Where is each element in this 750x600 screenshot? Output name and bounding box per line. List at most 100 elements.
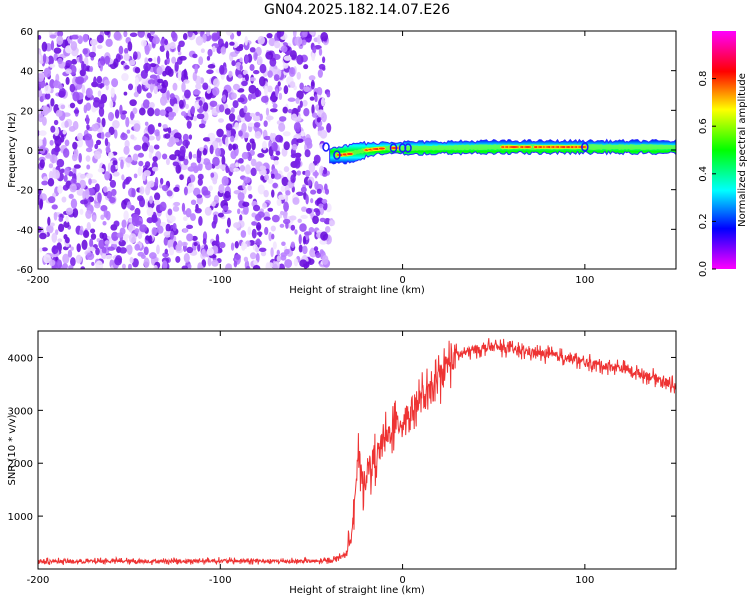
noise-blob	[241, 151, 249, 160]
noise-blob	[64, 236, 70, 244]
noise-blob	[269, 108, 278, 113]
noise-blob	[315, 209, 321, 217]
noise-blob	[86, 222, 91, 231]
noise-blob	[106, 190, 113, 199]
noise-blob	[181, 202, 186, 213]
noise-blob	[123, 31, 128, 38]
noise-blob	[233, 222, 241, 229]
noise-blob	[239, 64, 243, 71]
noise-blob	[143, 257, 150, 268]
noise-blob	[112, 119, 120, 129]
noise-blob	[311, 104, 315, 115]
noise-blob	[209, 136, 216, 142]
noise-blob	[179, 55, 187, 61]
y-tick-label: 2000	[8, 459, 33, 470]
noise-blob	[111, 231, 119, 242]
noise-blob	[287, 108, 293, 114]
noise-blob	[264, 226, 269, 236]
noise-blob	[82, 230, 90, 239]
noise-blob	[86, 164, 91, 170]
noise-blob	[39, 159, 45, 169]
noise-blob	[127, 83, 134, 91]
band-knot	[333, 150, 341, 160]
noise-blob	[247, 226, 252, 236]
noise-blob	[104, 55, 111, 65]
noise-blob	[192, 71, 197, 82]
noise-blob	[255, 238, 261, 246]
noise-blob	[225, 165, 230, 174]
noise-blob	[156, 66, 163, 76]
noise-blob	[282, 62, 289, 69]
noise-blob	[185, 207, 192, 218]
noise-blob	[271, 141, 278, 152]
noise-blob	[299, 259, 308, 268]
noise-blob	[296, 138, 304, 143]
peak-amplitude-mark	[507, 145, 521, 149]
noise-blob	[78, 229, 84, 236]
noise-blob	[149, 252, 157, 260]
noise-blob	[137, 232, 143, 240]
noise-blob	[122, 181, 126, 190]
noise-blob	[247, 122, 256, 127]
noise-blob	[293, 258, 299, 267]
noise-blob	[93, 97, 100, 103]
colorbar-tick-label: 0.4	[698, 166, 709, 182]
noise-blob	[69, 183, 77, 193]
noise-blob	[237, 97, 245, 103]
colorbar-tick-label: 0.6	[698, 118, 709, 134]
noise-blob	[166, 90, 170, 101]
noise-blob	[207, 48, 213, 57]
noise-blob	[134, 228, 140, 234]
noise-blob	[304, 137, 313, 146]
noise-blob	[284, 258, 293, 268]
noise-blob	[248, 193, 253, 199]
noise-blob	[261, 95, 269, 103]
noise-blob	[76, 132, 84, 141]
noise-blob	[225, 136, 229, 147]
noise-blob	[154, 176, 159, 188]
noise-blob	[79, 53, 83, 64]
noise-blob	[237, 208, 241, 215]
noise-blob	[48, 163, 54, 169]
noise-blob	[290, 241, 295, 248]
x-tick-label: 100	[575, 575, 594, 586]
noise-blob	[222, 205, 229, 211]
noise-blob	[302, 245, 308, 255]
noise-blob	[219, 164, 226, 170]
noise-blob	[263, 120, 268, 127]
noise-blob	[304, 169, 311, 177]
noise-blob	[94, 203, 101, 209]
noise-blob	[134, 76, 140, 87]
noise-blob	[65, 76, 70, 85]
noise-blob	[212, 177, 218, 185]
noise-blob	[53, 47, 62, 54]
noise-blob	[85, 87, 93, 98]
colorbar: 0.0 0.2 0.4 0.6 0.8 Normalized spectral ampl…	[698, 31, 748, 277]
band-knot	[389, 143, 398, 153]
noise-blob	[159, 95, 168, 106]
noise-blob	[128, 233, 137, 244]
noise-blob	[178, 99, 184, 109]
noise-blob	[177, 51, 182, 56]
noise-blob	[234, 254, 241, 260]
noise-blob	[317, 69, 323, 78]
noise-blob	[222, 94, 227, 103]
noise-blob	[126, 201, 132, 209]
noise-blob	[229, 41, 235, 46]
noise-blob	[316, 188, 322, 194]
noise-blob	[183, 228, 188, 233]
noise-blob	[58, 87, 66, 98]
noise-blob	[149, 101, 155, 109]
noise-blob	[319, 239, 327, 245]
noise-blob	[80, 266, 86, 269]
noise-blob	[311, 112, 318, 118]
noise-blob	[48, 63, 56, 68]
noise-blob	[167, 208, 173, 216]
signal-band-core	[335, 144, 676, 159]
noise-blob	[95, 247, 100, 256]
noise-blob	[259, 165, 267, 171]
noise-blob	[70, 178, 77, 185]
noise-blob	[103, 209, 109, 218]
noise-blob	[100, 131, 105, 140]
noise-blob	[296, 116, 302, 122]
